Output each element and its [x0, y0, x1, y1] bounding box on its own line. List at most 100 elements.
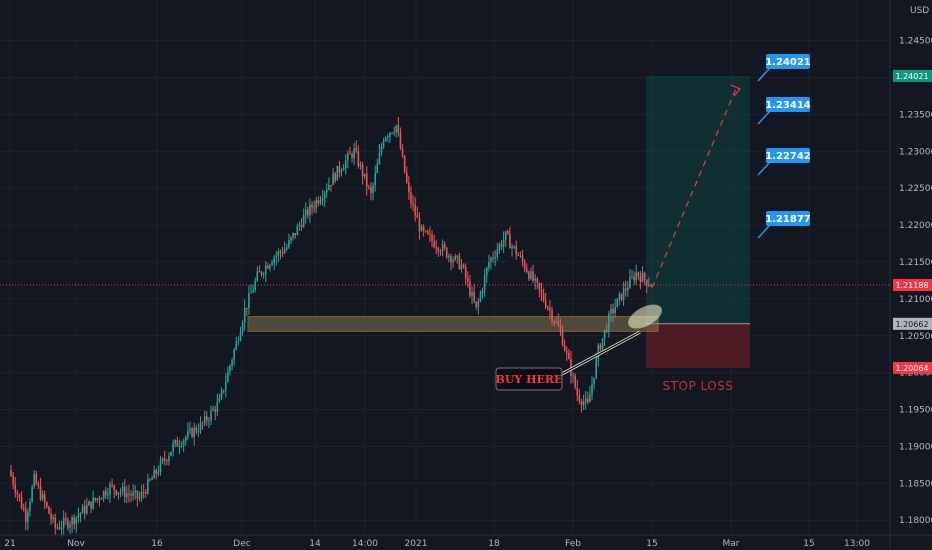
- candle: [572, 371, 574, 383]
- candle: [94, 497, 97, 503]
- x-tick-label: Feb: [565, 539, 581, 549]
- candle-body: [12, 475, 14, 485]
- target-callout-pointer: [757, 224, 771, 239]
- candle: [258, 265, 261, 273]
- candle-body: [90, 501, 92, 509]
- candle-body: [184, 437, 187, 441]
- projection-arrow: [651, 88, 737, 289]
- candle: [119, 488, 122, 498]
- candle-body: [418, 217, 421, 232]
- candle: [50, 507, 52, 525]
- candle: [157, 465, 160, 477]
- candle-body: [424, 230, 427, 232]
- loss-zone: [646, 323, 750, 368]
- candle-body: [347, 153, 349, 161]
- candle-body: [523, 261, 526, 269]
- candle: [115, 489, 118, 496]
- buy-label-box: [495, 367, 563, 391]
- candle: [243, 299, 246, 331]
- candle: [458, 252, 461, 270]
- candle: [340, 168, 343, 177]
- candle-body: [10, 470, 12, 476]
- candle-body: [648, 285, 650, 287]
- candle: [176, 436, 179, 447]
- y-tick-label: 1.22500: [899, 184, 932, 194]
- candle-body: [18, 494, 21, 498]
- candle-body: [94, 497, 97, 501]
- candle-body: [290, 237, 292, 241]
- candle-body: [88, 501, 90, 506]
- position-zones: [247, 75, 750, 368]
- candle-body: [595, 358, 598, 378]
- candle: [151, 475, 153, 481]
- candle-body: [27, 511, 29, 522]
- candle-body: [319, 200, 322, 204]
- candle-body: [203, 416, 206, 424]
- y-tick-label: 1.19000: [899, 442, 932, 452]
- candle: [603, 329, 606, 346]
- candle-body: [206, 416, 208, 421]
- candle-body: [387, 136, 389, 138]
- target-callout-box: [766, 211, 810, 226]
- candle-body: [420, 226, 423, 232]
- candle-body: [267, 265, 269, 269]
- candle-body: [283, 249, 286, 254]
- target-price-tag: 1.24021: [893, 69, 932, 82]
- candle-body: [252, 290, 254, 293]
- candle: [544, 292, 547, 310]
- candle: [60, 520, 63, 537]
- candle: [27, 507, 29, 531]
- candle-body: [612, 308, 614, 313]
- candle: [102, 490, 105, 503]
- candle: [311, 201, 313, 215]
- candle-body: [591, 384, 593, 395]
- candle: [218, 393, 221, 403]
- candle: [71, 515, 73, 533]
- candle: [342, 164, 345, 171]
- candle-body: [471, 292, 473, 296]
- y-tick-label: 1.24500: [899, 37, 932, 47]
- candle-body: [243, 307, 246, 324]
- candle: [147, 473, 149, 496]
- stop-price-tag-label: 1.20064: [895, 364, 928, 373]
- target-callout: 1.21877: [757, 211, 811, 239]
- candle: [235, 336, 238, 351]
- candle-body: [121, 486, 124, 492]
- entry-price-tag: 1.20662: [893, 317, 932, 330]
- candle: [374, 165, 377, 192]
- x-tick-label: 16: [151, 539, 163, 549]
- candle: [132, 484, 134, 501]
- target-callout-box: [766, 148, 810, 163]
- candle-body: [384, 137, 387, 141]
- y-tick-label: 1.21500: [899, 258, 932, 268]
- entry-price-tag-box: [893, 317, 932, 330]
- candle-body: [551, 310, 553, 321]
- candle: [610, 304, 612, 322]
- candle: [507, 229, 509, 235]
- candle: [191, 426, 193, 439]
- candle: [14, 476, 17, 498]
- candle: [62, 510, 65, 536]
- candle-body: [246, 307, 248, 309]
- candle-body: [241, 323, 244, 333]
- candle: [304, 202, 307, 224]
- candle: [530, 267, 532, 281]
- candle-body: [79, 513, 82, 516]
- candle-body: [603, 329, 606, 339]
- candle-body: [351, 154, 353, 159]
- candle: [48, 505, 50, 515]
- candle: [233, 347, 235, 366]
- candle: [203, 410, 206, 427]
- target-callout-pointer: [757, 110, 771, 125]
- candle: [452, 256, 454, 269]
- candle: [212, 405, 214, 412]
- buy-pointer: [559, 331, 641, 376]
- candle-body: [163, 458, 166, 461]
- candlesticks[interactable]: [10, 116, 652, 537]
- candle-body: [483, 275, 486, 291]
- candle-body: [382, 140, 385, 147]
- candle-body: [507, 231, 509, 234]
- candle: [528, 270, 530, 282]
- candle-body: [48, 506, 50, 514]
